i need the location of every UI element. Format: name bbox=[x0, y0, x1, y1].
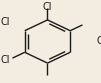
Text: Cl: Cl bbox=[43, 2, 52, 12]
Text: Cl: Cl bbox=[1, 55, 10, 65]
Text: Cl: Cl bbox=[1, 17, 10, 27]
Text: Cl: Cl bbox=[97, 37, 101, 46]
